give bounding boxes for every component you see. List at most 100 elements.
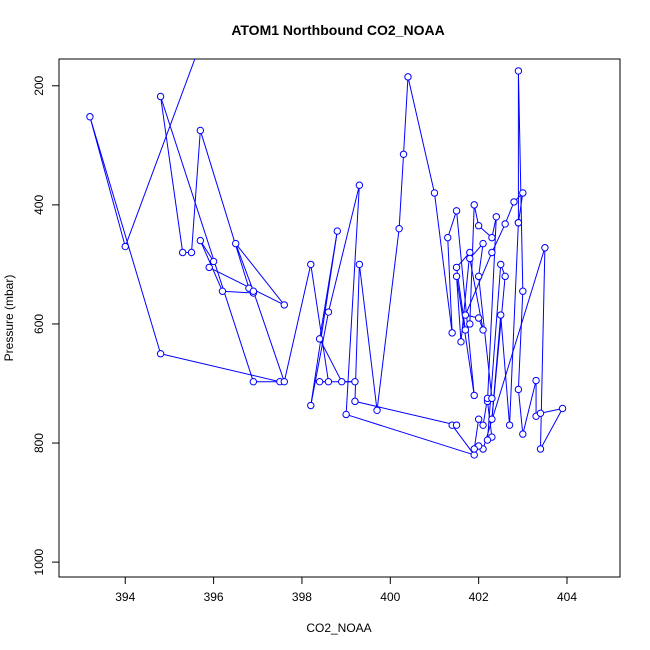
- data-point: [280, 301, 288, 309]
- data-point: [497, 260, 505, 269]
- series-segment: [310, 311, 329, 406]
- series-segment: [310, 264, 329, 382]
- series-segment: [478, 276, 493, 399]
- chart-title: ATOM1 Northbound CO2_NOAA: [231, 22, 444, 38]
- series-segment: [191, 130, 201, 253]
- data-point: [205, 263, 213, 272]
- data-point: [492, 213, 501, 221]
- series-segment: [160, 96, 254, 382]
- data-point: [488, 248, 496, 257]
- data-point: [324, 378, 333, 386]
- data-point: [474, 272, 483, 281]
- data-point: [541, 244, 549, 252]
- data-point: [474, 314, 483, 322]
- series-segment: [447, 210, 458, 238]
- series-segment: [160, 96, 184, 253]
- series-segment: [486, 264, 502, 441]
- series-segment: [517, 70, 524, 292]
- data-point: [178, 248, 187, 257]
- data-point: [338, 378, 346, 386]
- series-segment: [124, 59, 196, 247]
- y-tick-label: 600: [32, 314, 46, 334]
- data-point: [351, 378, 359, 386]
- data-point: [121, 242, 129, 251]
- data-point: [505, 421, 514, 429]
- series-segment: [540, 408, 563, 414]
- series-segment: [456, 276, 475, 396]
- data-point: [536, 445, 545, 453]
- data-point: [452, 272, 461, 281]
- data-point: [249, 287, 258, 295]
- series-segment: [222, 290, 254, 294]
- data-point: [196, 126, 205, 135]
- data-point: [307, 260, 315, 269]
- data-point: [488, 415, 496, 423]
- series-segment: [354, 400, 457, 426]
- series-segment: [160, 353, 280, 383]
- data-point: [474, 222, 483, 230]
- series-segment: [504, 201, 515, 225]
- series-segment: [89, 116, 126, 247]
- series-segment: [456, 276, 462, 342]
- data-point: [315, 335, 324, 343]
- data-point: [514, 67, 523, 75]
- data-point: [209, 257, 218, 266]
- data-point: [355, 260, 364, 269]
- data-point: [470, 451, 478, 459]
- series-segment: [447, 237, 453, 333]
- data-point: [519, 287, 527, 295]
- data-point: [307, 401, 315, 410]
- data-point: [519, 430, 527, 438]
- data-point: [249, 378, 258, 386]
- series-segment: [358, 264, 378, 411]
- series-segment: [398, 154, 405, 229]
- series-segment: [540, 408, 564, 450]
- series-segment: [433, 192, 453, 333]
- y-tick-label: 200: [32, 75, 46, 95]
- series-segment: [310, 230, 338, 406]
- data-point: [218, 287, 227, 295]
- data-point: [457, 338, 465, 346]
- data-point: [497, 311, 505, 319]
- data-point: [510, 198, 518, 206]
- series-segment: [89, 116, 162, 354]
- series-segment: [319, 338, 343, 382]
- data-point: [324, 308, 333, 316]
- x-tick-label: 394: [115, 590, 135, 604]
- series-segment: [403, 76, 409, 155]
- series-segment: [539, 247, 546, 449]
- data-point: [452, 263, 461, 272]
- data-point: [479, 421, 487, 429]
- series-segment: [464, 252, 493, 316]
- plot-frame: [58, 58, 621, 578]
- y-axis-label: Pressure (mbar): [2, 275, 16, 362]
- series-segment: [345, 413, 475, 456]
- data-point: [532, 376, 540, 385]
- series-points: [86, 67, 567, 459]
- series-segment: [376, 228, 400, 411]
- data-point: [452, 207, 461, 215]
- data-point: [479, 326, 487, 334]
- y-tick-label: 800: [32, 433, 46, 453]
- data-point: [315, 378, 324, 386]
- x-tick-label: 398: [292, 590, 312, 604]
- data-point: [470, 445, 478, 453]
- series-segment: [283, 264, 312, 382]
- series-segment: [199, 240, 215, 262]
- y-axis: 200 400 600 800 1000: [32, 75, 59, 575]
- series-segment: [522, 380, 537, 435]
- data-point: [470, 201, 478, 209]
- data-point: [156, 350, 165, 358]
- data-point: [483, 436, 492, 444]
- series-segment: [473, 419, 480, 450]
- data-point: [466, 254, 474, 263]
- series-segment: [235, 243, 285, 306]
- data-point: [196, 236, 205, 245]
- data-point: [351, 397, 359, 406]
- series-segment: [517, 389, 524, 435]
- y-tick-label: 1000: [32, 548, 46, 575]
- data-point: [280, 378, 288, 386]
- data-point: [231, 239, 240, 248]
- data-point: [461, 311, 470, 319]
- x-tick-label: 396: [204, 590, 224, 604]
